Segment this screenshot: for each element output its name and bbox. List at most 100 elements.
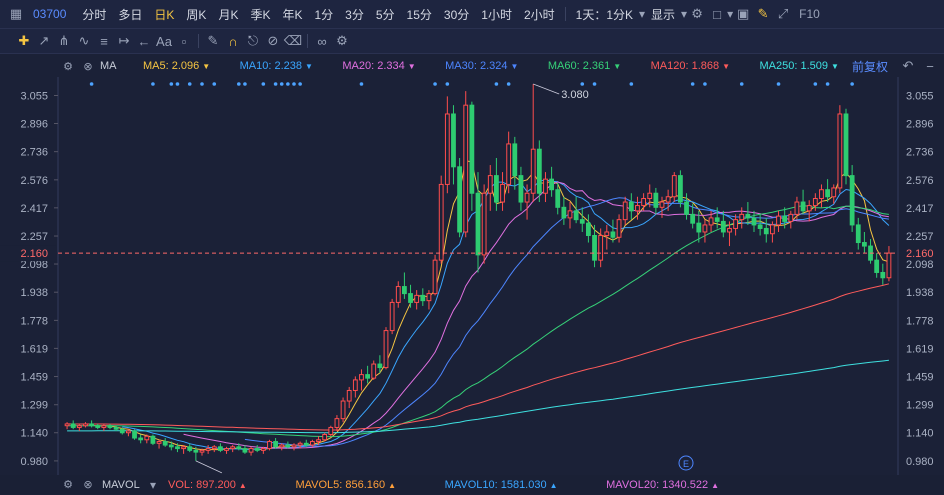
- candle-body: [512, 143, 518, 177]
- candle-body: [604, 231, 610, 236]
- candle-body: [506, 143, 512, 185]
- period-tab-7[interactable]: 1分: [314, 7, 334, 22]
- candle-body: [561, 206, 567, 219]
- event-marker-dot: [703, 82, 707, 86]
- candle-body: [843, 113, 849, 177]
- candle-body: [236, 446, 242, 450]
- trendline-icon[interactable]: ↗: [38, 33, 50, 48]
- chevron-down-icon[interactable]: ▾: [681, 7, 688, 21]
- stock-code[interactable]: 03700: [33, 7, 67, 21]
- grid-menu-icon[interactable]: ▦: [9, 6, 23, 21]
- event-marker-dot: [445, 82, 450, 86]
- ma-label: MA: [100, 60, 117, 72]
- period-tab-10[interactable]: 15分: [406, 7, 432, 22]
- hide-icon[interactable]: ⊘: [267, 33, 279, 48]
- event-marker-dot: [629, 82, 634, 86]
- link-icon[interactable]: ∞: [317, 33, 327, 49]
- volume-legend: ⚙ ⊗ MAVOL ▾ VOL: 897.200 ▲ MAVOL5: 856.160…: [0, 475, 944, 494]
- period-tab-0[interactable]: 分时: [82, 7, 107, 22]
- candle-body: [733, 219, 739, 229]
- candle-body: [260, 448, 266, 451]
- period-tab-8[interactable]: 3分: [345, 7, 364, 22]
- candle-body: [322, 433, 328, 441]
- legend-text: MA20: 2.334: [342, 60, 405, 72]
- y-tick-label-right: 2.896: [906, 118, 934, 130]
- minimize-icon[interactable]: −: [926, 58, 934, 74]
- pencil-icon[interactable]: ✎: [757, 6, 769, 21]
- arrow-icon[interactable]: ←: [137, 33, 151, 49]
- lock-icon[interactable]: ⎋: [247, 33, 259, 48]
- period-dropdown[interactable]: 1天：1分K: [575, 7, 633, 22]
- candle-body: [727, 227, 732, 233]
- fullscreen-icon[interactable]: ⤢: [777, 6, 789, 21]
- y-tick-label-left: 0.980: [20, 456, 48, 468]
- f10-button[interactable]: F10: [799, 7, 820, 21]
- event-marker-dot: [292, 82, 296, 86]
- ma-legend-item-0: MA5: 2.096 ▼: [143, 60, 210, 72]
- candle-body: [187, 446, 193, 451]
- settings-icon[interactable]: ⚙: [63, 479, 73, 491]
- square-icon[interactable]: □: [713, 6, 721, 22]
- note-icon[interactable]: ▫: [181, 33, 187, 49]
- period-tab-1[interactable]: 多日: [118, 7, 143, 22]
- period-tab-13[interactable]: 2小时: [523, 7, 555, 22]
- undo-icon[interactable]: ↶: [902, 58, 914, 73]
- close-icon[interactable]: ⊗: [83, 479, 93, 491]
- chevron-down-icon[interactable]: ▾: [727, 7, 734, 21]
- period-tab-4[interactable]: 月K: [218, 7, 239, 22]
- trash-icon[interactable]: ⌫: [283, 33, 303, 48]
- y-tick-label-right: 2.257: [906, 231, 934, 243]
- y-tick-label-left: 2.257: [20, 231, 48, 243]
- period-tab-6[interactable]: 年K: [282, 7, 303, 22]
- candle-body: [475, 192, 481, 256]
- period-tab-12[interactable]: 1小时: [481, 7, 512, 22]
- period-tab-9[interactable]: 5分: [375, 7, 395, 22]
- display-menu[interactable]: 显示: [651, 7, 676, 22]
- y-tick-label-left: 1.140: [20, 428, 48, 440]
- event-marker-dot: [175, 82, 180, 86]
- period-tab-11[interactable]: 30分: [443, 7, 470, 22]
- candle-body: [352, 379, 358, 391]
- min-price-label: 0.980: [224, 474, 252, 475]
- close-icon[interactable]: ⊗: [83, 60, 93, 73]
- fibonacci-icon[interactable]: ≡: [100, 33, 108, 49]
- candle-body: [365, 374, 371, 379]
- camera-icon[interactable]: ▣: [736, 6, 750, 21]
- y-tick-label-right: 1.619: [906, 343, 934, 355]
- candlestick-chart[interactable]: 3.055 3.055 2.896 2.896 2.736 2.736 2.576 2.576…: [0, 77, 944, 475]
- event-icon: [678, 455, 694, 471]
- candle-body: [812, 198, 818, 207]
- measure-icon[interactable]: ↦: [118, 33, 130, 48]
- chevron-down-icon[interactable]: ▾: [150, 477, 157, 492]
- candle-body: [469, 104, 475, 194]
- arrow-icon: ▼: [202, 62, 211, 71]
- volume-legend-item-3: MAVOL20: 1340.522 ▲: [606, 479, 719, 491]
- event-icon-label: E: [683, 459, 689, 469]
- candle-body: [536, 148, 542, 194]
- candle-body: [138, 437, 144, 441]
- fork-icon[interactable]: ⋔: [58, 33, 70, 48]
- period-tab-2[interactable]: 日K: [154, 7, 175, 22]
- settings-icon[interactable]: ⚙: [691, 6, 703, 21]
- pen-icon[interactable]: ✎: [207, 33, 219, 48]
- candle-body: [825, 189, 831, 198]
- wave-icon[interactable]: ∿: [78, 33, 90, 48]
- settings-icon[interactable]: ⚙: [336, 33, 348, 48]
- candle-body: [64, 423, 70, 427]
- candle-body: [487, 175, 493, 194]
- text-icon[interactable]: Aa: [156, 33, 172, 49]
- divider: [198, 34, 199, 48]
- period-tab-3[interactable]: 周K: [186, 7, 207, 22]
- y-tick-label-left: 1.459: [20, 372, 48, 384]
- candle-body: [279, 444, 285, 448]
- settings-icon[interactable]: ⚙: [63, 60, 73, 73]
- adjust-mode-button[interactable]: 前复权: [852, 59, 889, 74]
- crosshair-icon[interactable]: ✚: [18, 33, 30, 48]
- candle-body: [861, 242, 867, 247]
- ma-legend: ⚙ ⊗ MA MA5: 2.096 ▼ MA10: 2.238 ▼ MA20: 2.33…: [0, 55, 944, 77]
- arrow-icon: ▼: [831, 62, 839, 71]
- period-tab-5[interactable]: 季K: [250, 7, 271, 22]
- chevron-down-icon[interactable]: ▾: [639, 7, 646, 21]
- event-marker-dot: [200, 82, 204, 86]
- magnet-icon[interactable]: ∩: [228, 33, 238, 49]
